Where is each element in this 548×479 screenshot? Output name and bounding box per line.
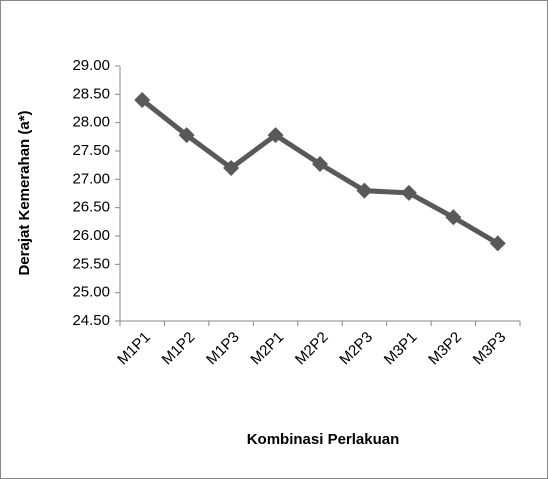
marker xyxy=(356,182,373,199)
y-tick-label: 27.00 xyxy=(72,170,110,187)
y-tick-label: 24.50 xyxy=(72,312,110,329)
marker xyxy=(134,92,151,108)
y-tick-label: 26.00 xyxy=(72,227,110,244)
x-axis-title: Kombinasi Perlakuan xyxy=(247,431,400,448)
marker xyxy=(445,209,462,226)
y-tick-label: 27.50 xyxy=(72,142,110,159)
y-tick-label: 28.50 xyxy=(72,85,110,102)
y-axis-title: Derajat Kemerahan (a*) xyxy=(16,110,33,275)
marker xyxy=(400,184,417,201)
y-tick-label: 25.50 xyxy=(72,255,110,272)
marker xyxy=(312,156,328,173)
marker xyxy=(267,127,284,144)
marker xyxy=(223,160,240,176)
y-tick-label: 25.00 xyxy=(72,284,110,301)
y-tick-label: 26.50 xyxy=(72,199,110,216)
y-tick-label: 28.00 xyxy=(72,114,110,131)
marker xyxy=(489,235,506,252)
marker xyxy=(178,127,195,144)
y-tick-label: 29.00 xyxy=(72,57,110,74)
